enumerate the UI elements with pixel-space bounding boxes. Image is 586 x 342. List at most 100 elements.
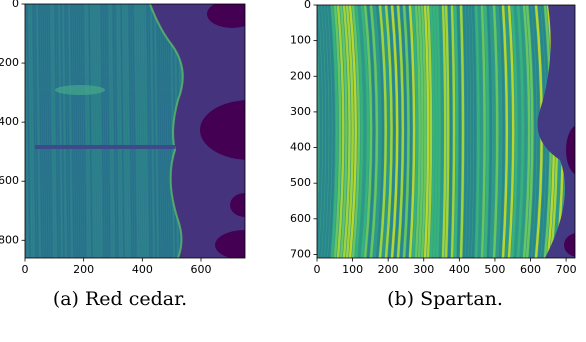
stripe (429, 5, 435, 258)
x-tick-label: 0 (22, 263, 29, 276)
stripe (42, 4, 47, 258)
x-tick-label: 200 (73, 263, 94, 276)
stripe (354, 5, 364, 258)
stripe (393, 5, 402, 258)
stripe (420, 5, 427, 258)
x-tick-label: 700 (556, 263, 577, 276)
stripe (519, 5, 528, 258)
stripe (134, 4, 139, 258)
stripe (462, 5, 468, 258)
stripe (100, 4, 105, 258)
y-tick-label: 800 (0, 233, 19, 246)
stripe (64, 4, 69, 258)
stripe (417, 5, 424, 258)
bark (150, 4, 245, 258)
x-tick-label: 0 (314, 263, 321, 276)
stripe (471, 5, 477, 258)
stripe (156, 4, 161, 258)
stripe (411, 5, 419, 258)
stripe (456, 5, 462, 258)
axes-frame (316, 4, 576, 259)
y-tick-label: 0 (12, 0, 19, 10)
stripe (492, 5, 499, 258)
caption: (b) Spartan. (387, 288, 503, 310)
stripe (38, 4, 43, 258)
stripe (348, 5, 357, 258)
stripe (317, 5, 323, 258)
stripe (495, 5, 502, 258)
stripe (459, 5, 465, 258)
y-tick-label: 500 (290, 176, 311, 189)
stripe (142, 4, 147, 258)
stripe (74, 4, 79, 258)
stripe (399, 5, 407, 258)
stripe (48, 4, 53, 258)
stripe (128, 4, 133, 258)
stripe (120, 4, 125, 258)
y-tick-label: 200 (0, 56, 19, 69)
stripe (76, 4, 81, 258)
stripe (474, 5, 480, 258)
bark (537, 5, 575, 258)
stripe (166, 4, 171, 258)
x-tick-label: 400 (132, 263, 153, 276)
stripe (154, 4, 159, 258)
stripe (140, 4, 145, 258)
stripe (130, 4, 135, 258)
stripe (94, 4, 99, 258)
stripe (36, 4, 41, 258)
stripe (72, 4, 77, 258)
stripe (50, 4, 55, 258)
stripe (333, 5, 342, 258)
stripe (32, 4, 37, 258)
stripe (168, 4, 173, 258)
stripe (34, 4, 39, 258)
stripe (366, 5, 376, 258)
stripe (108, 4, 113, 258)
stripe (54, 4, 59, 258)
x-tick-label: 300 (413, 263, 434, 276)
stripe (84, 4, 89, 258)
stripe (372, 5, 382, 258)
stripe (124, 4, 129, 258)
stripe (510, 5, 518, 258)
stripe (144, 4, 149, 258)
stripe (318, 5, 326, 258)
stripe (112, 4, 117, 258)
void (55, 85, 105, 95)
stripe (522, 5, 531, 258)
stripe (339, 5, 348, 258)
y-tick-label: 300 (290, 105, 311, 118)
stripe (480, 5, 486, 258)
stripe (150, 4, 155, 258)
y-tick-label: 400 (0, 115, 19, 128)
stripe (357, 5, 367, 258)
stripe (52, 4, 57, 258)
y-tick-label: 600 (290, 212, 311, 225)
y-tick-label: 400 (290, 141, 311, 154)
y-tick-label: 100 (290, 34, 311, 47)
stripe (68, 4, 73, 258)
stripe (62, 4, 67, 258)
stripe (106, 4, 111, 258)
stripe (378, 5, 387, 258)
stripe (513, 5, 521, 258)
stripe (136, 4, 141, 258)
stripe (126, 4, 131, 258)
y-tick-label: 0 (304, 0, 311, 11)
stripe (118, 4, 123, 258)
stripe (40, 4, 45, 258)
stripe (423, 5, 430, 258)
stripe (453, 5, 459, 258)
stripe (405, 5, 413, 258)
image (317, 5, 575, 258)
stripe (381, 5, 390, 258)
stripe (104, 4, 109, 258)
stripe (441, 5, 447, 258)
stripe (477, 5, 483, 258)
stripe (384, 5, 393, 258)
stripe (46, 4, 51, 258)
stripe (444, 5, 450, 258)
stripe (66, 4, 71, 258)
